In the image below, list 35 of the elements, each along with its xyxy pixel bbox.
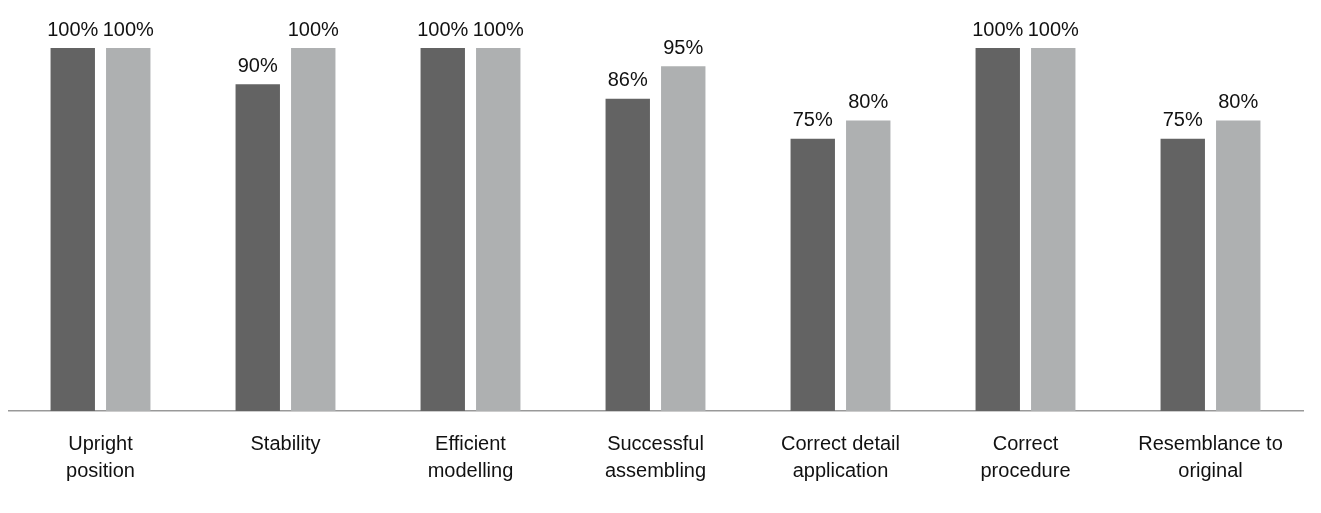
data-label: 100% [102,17,155,40]
bar [50,48,95,411]
x-tick-label: Correct detail application [781,432,900,482]
x-tick-label: Correct procedure [980,432,1071,482]
data-label: 100% [1027,17,1080,40]
data-label: 75% [1162,108,1203,131]
data-label: 100% [972,17,1024,40]
data-label: 95% [663,35,704,58]
bar [605,98,650,411]
x-tick-label: Upright position [66,432,135,482]
bar [975,48,1020,411]
bar [235,84,280,411]
data-label: 100% [472,17,525,40]
x-tick-label: Efficient modelling [427,432,514,482]
x-tick-label: Stability [250,432,321,455]
x-tick-label: Resemblance to original [1138,432,1283,482]
bar [106,48,151,411]
bar [1031,48,1076,411]
bar [1160,138,1205,411]
data-label: 80% [848,90,889,113]
data-label: 80% [1218,90,1259,113]
x-tick-label: Successful assembling [604,432,707,482]
bar [420,48,465,411]
bar [661,66,706,411]
bar [291,48,336,411]
bar [846,120,891,411]
data-label: 100% [287,17,340,40]
data-label: 75% [792,108,833,131]
data-label: 86% [607,68,648,91]
bar [1216,120,1261,411]
data-label: 100% [47,17,99,40]
bar [790,138,835,411]
data-label: 100% [417,17,469,40]
bar [476,48,521,411]
data-label: 90% [237,53,278,76]
